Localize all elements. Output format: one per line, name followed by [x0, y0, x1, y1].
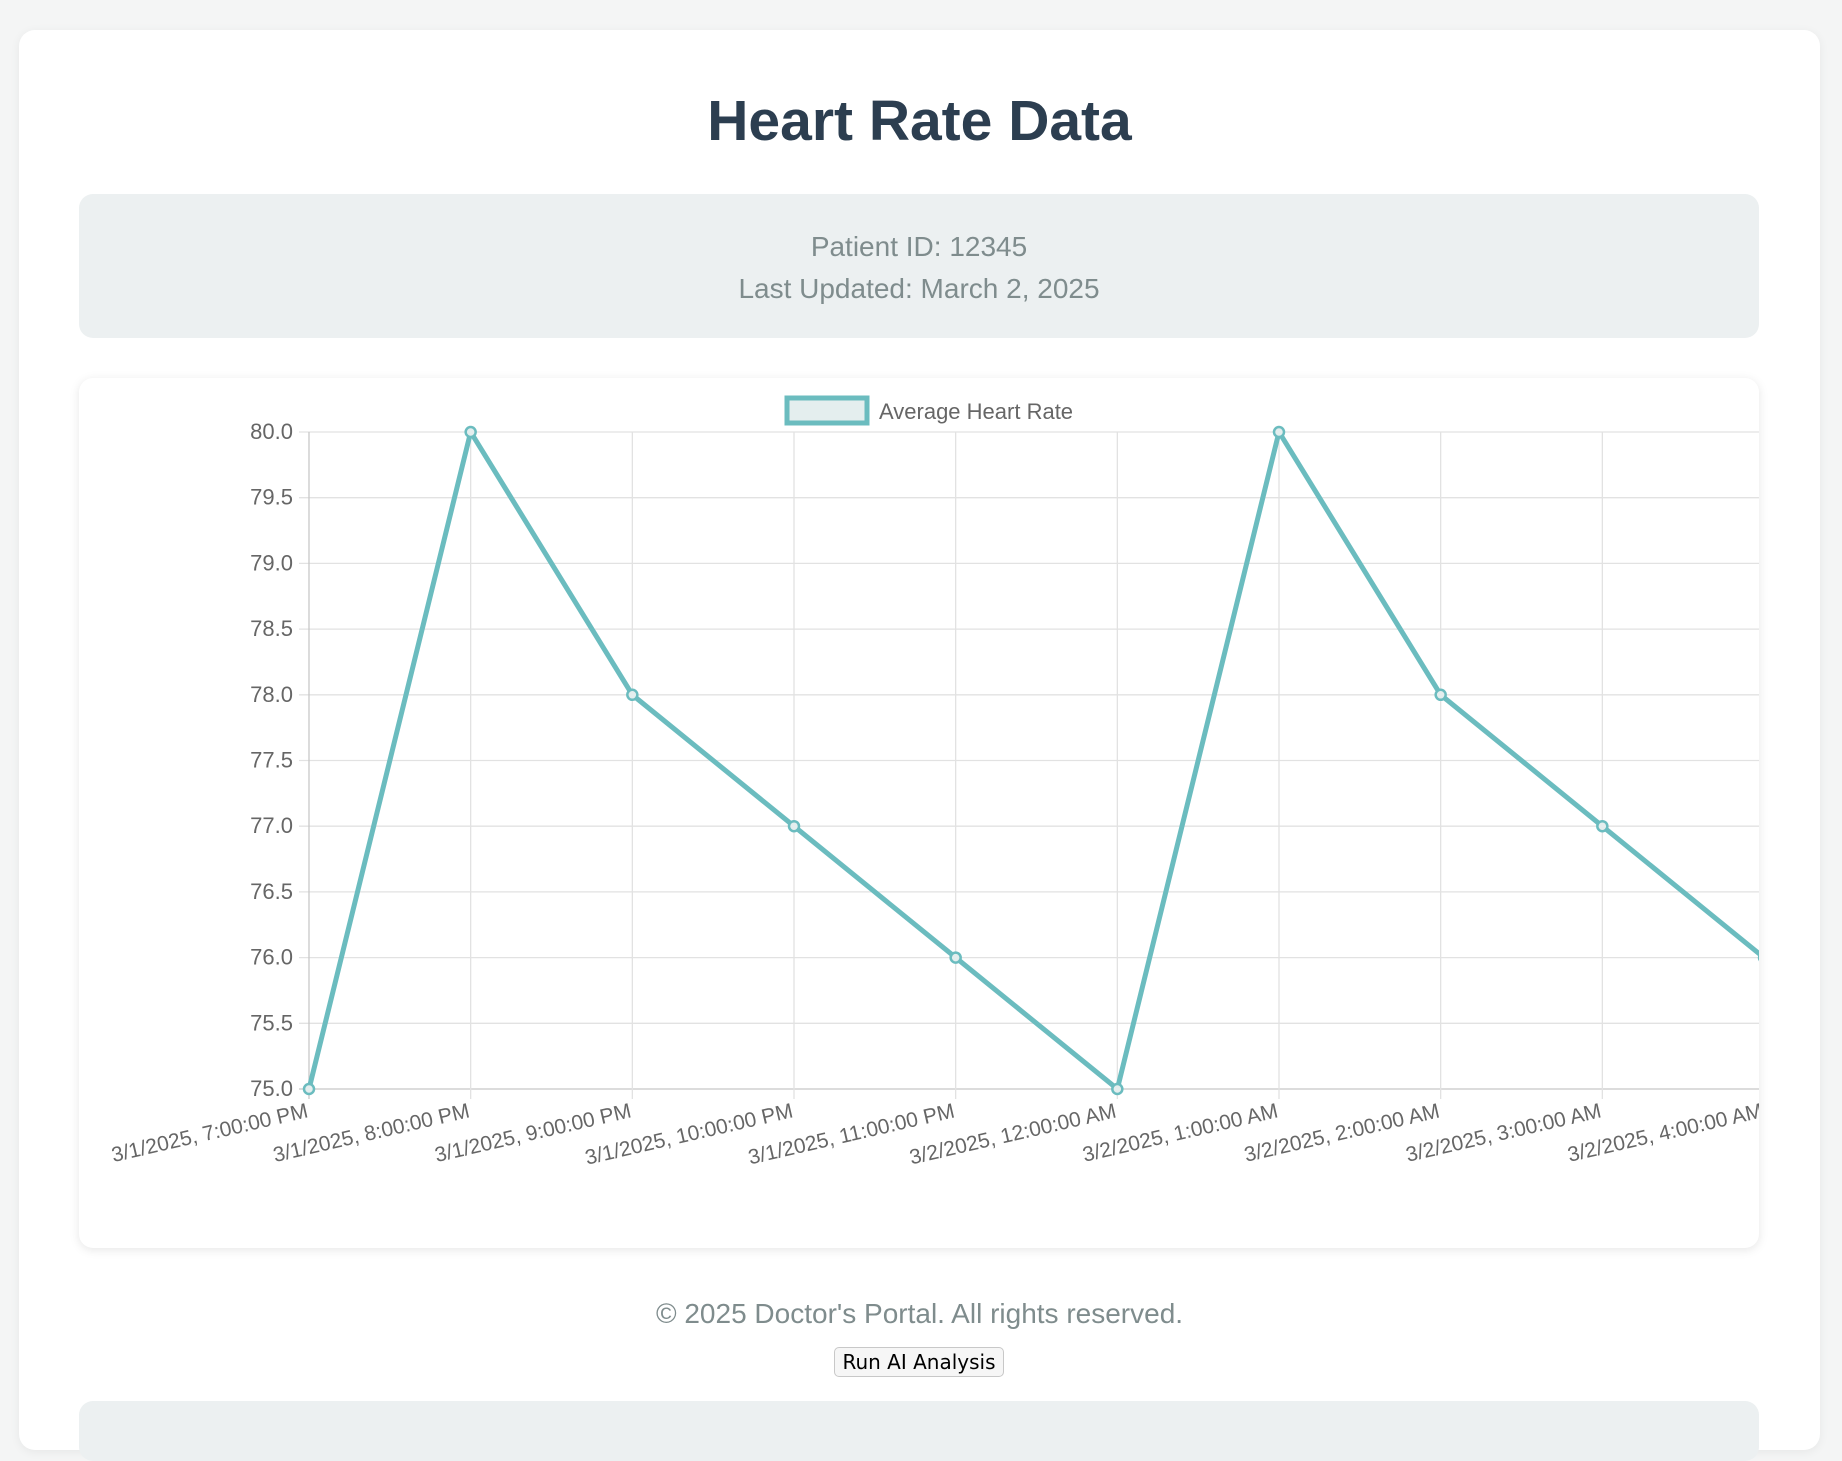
legend-label: Average Heart Rate: [879, 399, 1073, 424]
data-point: [302, 1082, 316, 1096]
data-point: [949, 951, 962, 964]
page-container: Heart Rate Data Patient ID: 12345 Last U…: [19, 30, 1820, 1461]
analysis-panel: [79, 1401, 1759, 1461]
data-point: [464, 425, 477, 439]
y-tick-label: 76.0: [250, 945, 293, 970]
last-updated: Last Updated: March 2, 2025: [738, 273, 1100, 304]
heart-rate-chart: 75.0 75.5 76.0 76.5 77.0 77.5 78.0 78.5 79.0 79.5…: [109, 395, 1759, 1170]
run-ai-analysis-button[interactable]: Run AI Analysis: [834, 1347, 1004, 1377]
y-tick-label: 80.0: [250, 419, 293, 444]
y-tick-label: 75.0: [250, 1076, 293, 1101]
y-tick-label: 77.5: [250, 748, 293, 773]
data-point: [1111, 1082, 1124, 1096]
series-line: [306, 425, 1759, 1094]
footer-copyright: © 2025 Doctor's Portal. All rights reser…: [655, 1298, 1184, 1329]
y-tick-label: 76.5: [250, 879, 293, 904]
data-point: [626, 688, 639, 702]
patient-id: Patient ID: 12345: [810, 231, 1028, 262]
y-tick-label: 75.5: [250, 1010, 293, 1035]
patient-info-panel: Patient ID: 12345 Last Updated: March 2,…: [79, 194, 1759, 338]
data-point: [1272, 425, 1286, 439]
y-tick-label: 78.5: [250, 616, 293, 641]
data-point: [1596, 819, 1609, 833]
page-title: Heart Rate Data: [707, 89, 1132, 153]
y-tick-label: 77.0: [250, 813, 293, 838]
data-point: [787, 819, 801, 833]
chart-card: 75.0 75.5 76.0 76.5 77.0 77.5 78.0 78.5 79.0 79.5…: [79, 378, 1759, 1248]
legend-swatch: [784, 395, 870, 426]
y-tick-label: 79.0: [250, 550, 293, 575]
y-tick-label: 79.5: [250, 485, 293, 510]
y-tick-label: 78.0: [250, 682, 293, 707]
data-point: [1434, 688, 1447, 702]
